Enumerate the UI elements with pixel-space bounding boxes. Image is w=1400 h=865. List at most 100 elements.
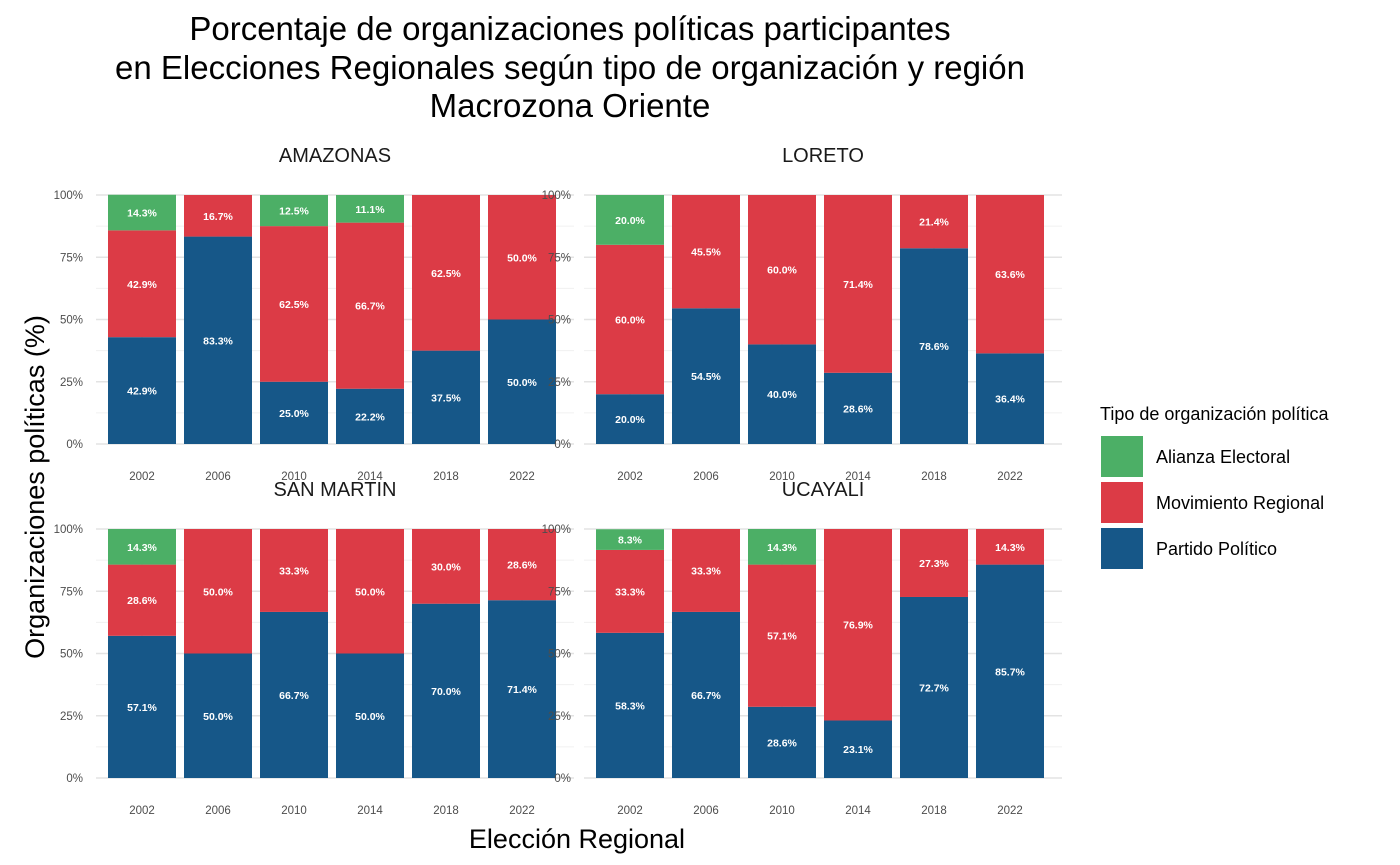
data-label: 72.7% [919, 682, 949, 694]
bar-segment-movimiento-regional [672, 195, 740, 309]
x-tick-label: 2014 [357, 805, 383, 817]
data-label: 71.4% [843, 279, 873, 291]
bar-segment-movimiento-regional [596, 244, 664, 395]
y-tick-label: 75% [548, 252, 571, 264]
y-tick-label: 100% [542, 524, 571, 536]
data-label: 58.3% [615, 700, 645, 712]
data-label: 27.3% [919, 558, 949, 570]
x-tick-label: 2010 [281, 805, 307, 817]
y-tick-label: 25% [548, 711, 571, 723]
y-tick-label: 100% [54, 190, 83, 202]
panel-ucayali: UCAYALI 0% 25% 50% 75% 100% 2002 2006 2010 2014 20… [542, 479, 1062, 817]
data-label: 14.3% [767, 542, 797, 554]
y-tick-label: 0% [66, 439, 83, 451]
bar-segment-movimiento-regional [596, 549, 664, 633]
data-label: 28.6% [843, 403, 873, 415]
bar-segment-movimiento-regional [184, 529, 252, 654]
data-label: 20.0% [615, 215, 645, 227]
data-label: 42.9% [127, 386, 157, 398]
data-label: 11.1% [355, 204, 385, 216]
bar-segment-movimiento-regional [260, 529, 328, 612]
x-tick-label: 2002 [617, 471, 643, 483]
data-labels-san-martin: 57.1% 28.6% 14.3% 50.0% 50.0% 66.7% 33.3% 50.0%… [127, 542, 537, 723]
y-tick-label: 100% [542, 190, 571, 202]
bar-segment-partido-politico [108, 635, 176, 778]
bar-segment-movimiento-regional [672, 529, 740, 612]
data-label: 76.9% [843, 620, 873, 632]
y-tick-label: 50% [548, 649, 571, 661]
data-label: 50.0% [507, 377, 537, 389]
y-tick-label: 75% [548, 586, 571, 598]
data-label: 70.0% [431, 686, 461, 698]
x-tick-label: 2014 [845, 805, 871, 817]
bar-segment-movimiento-regional [900, 529, 968, 597]
bar-segment-partido-politico [336, 388, 404, 444]
chart-title: Porcentaje de organizaciones políticas p… [115, 10, 1025, 124]
data-labels-loreto: 20.0% 60.0% 20.0% 54.5% 45.5% 40.0% 60.0% 28.6%… [615, 215, 1025, 426]
data-label: 33.3% [691, 565, 721, 577]
legend-swatch [1101, 528, 1143, 569]
bar-segment-movimiento-regional [900, 195, 968, 249]
bar-segment-partido-politico [672, 611, 740, 778]
bar-segment-movimiento-regional [108, 564, 176, 636]
y-tick-label: 100% [54, 524, 83, 536]
data-label: 57.1% [767, 631, 797, 643]
bar-segment-partido-politico [900, 596, 968, 778]
x-tick-label: 2022 [509, 471, 535, 483]
data-label: 40.0% [767, 389, 797, 401]
y-tick-label: 50% [548, 315, 571, 327]
data-label: 50.0% [203, 711, 233, 723]
data-label: 28.6% [767, 737, 797, 749]
x-axis-title: Elección Regional [469, 824, 685, 854]
bar-segment-movimiento-regional [976, 529, 1044, 565]
bar-segment-partido-politico [412, 603, 480, 778]
y-axis-title: Organizaciones políticas (%) [20, 315, 50, 659]
data-label: 14.3% [127, 542, 157, 554]
bar-segment-partido-politico [824, 720, 892, 778]
data-label: 14.3% [995, 542, 1025, 554]
bar-segment-alianza-electoral [108, 194, 176, 231]
legend: Tipo de organización política Alianza El… [1100, 404, 1329, 569]
bar-segment-partido-politico [748, 706, 816, 778]
x-tick-label: 2010 [769, 805, 795, 817]
x-tick-label: 2006 [693, 805, 719, 817]
data-label: 60.0% [615, 315, 645, 327]
y-tick-label: 25% [60, 711, 83, 723]
data-label: 66.7% [279, 690, 309, 702]
x-tick-label: 2006 [205, 471, 231, 483]
bar-segment-movimiento-regional [108, 230, 176, 338]
legend-title: Tipo de organización política [1100, 404, 1329, 424]
data-label: 57.1% [127, 702, 157, 714]
y-tick-label: 0% [554, 439, 571, 451]
x-tick-label: 2002 [617, 805, 643, 817]
x-tick-label: 2022 [997, 805, 1023, 817]
data-label: 36.4% [995, 394, 1025, 406]
bar-segment-movimiento-regional [336, 529, 404, 654]
bar-segment-movimiento-regional [748, 195, 816, 345]
bar-segment-alianza-electoral [108, 529, 176, 565]
y-tick-label: 50% [60, 649, 83, 661]
legend-label: Alianza Electoral [1156, 447, 1290, 467]
bar-segment-partido-politico [108, 337, 176, 444]
y-tick-label: 75% [60, 252, 83, 264]
facet-panels: AMAZONAS 0% 25% 50% 75% 100% 2002 2006 2010 2014 2… [54, 145, 1062, 817]
x-tick-label: 2002 [129, 805, 155, 817]
bar-segment-movimiento-regional [824, 195, 892, 373]
x-tick-label: 2002 [129, 471, 155, 483]
bar-segment-partido-politico [672, 308, 740, 444]
data-label: 50.0% [355, 586, 385, 598]
data-label: 62.5% [279, 299, 309, 311]
data-label: 78.6% [919, 341, 949, 353]
chart-title-line-3: Macrozona Oriente [430, 87, 711, 124]
data-label: 71.4% [507, 684, 537, 696]
bar-segment-partido-politico [184, 236, 252, 444]
bars-amazonas [108, 194, 556, 444]
x-tick-label: 2018 [921, 471, 947, 483]
data-label: 14.3% [127, 208, 157, 220]
bar-segment-movimiento-regional [824, 529, 892, 721]
bars-ucayali [596, 529, 1044, 778]
y-tick-label: 0% [554, 773, 571, 785]
bars-loreto [596, 195, 1044, 444]
data-labels-ucayali: 58.3% 33.3% 8.3% 66.7% 33.3% 28.6% 57.1% 14.3% 2… [615, 535, 1025, 757]
